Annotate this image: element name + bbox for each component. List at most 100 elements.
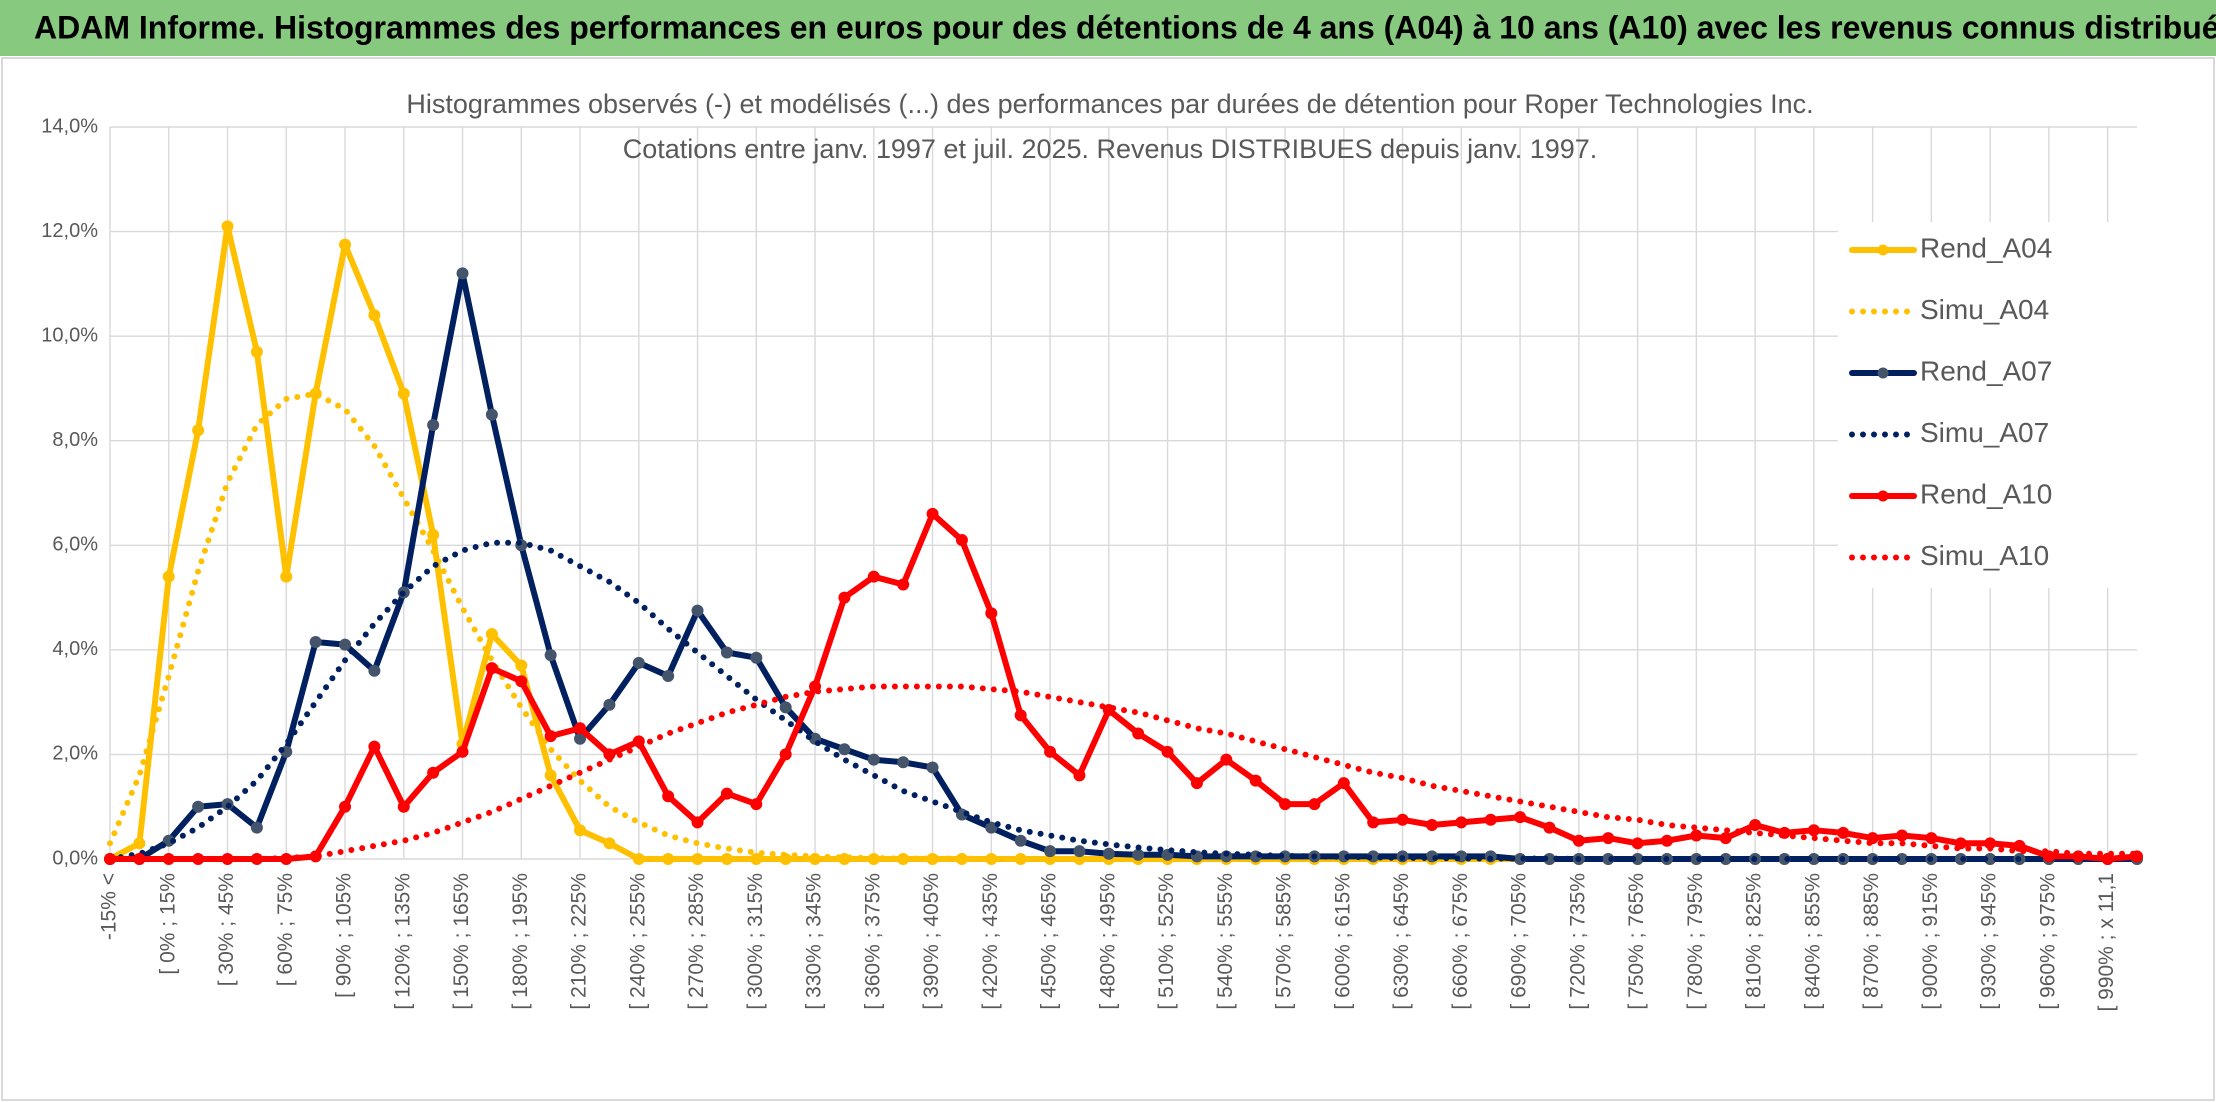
x-tick-label: [ 990% ; x 11,1	[2095, 873, 2118, 1012]
point-marker	[515, 675, 528, 688]
point-marker	[662, 853, 675, 865]
point-marker	[1220, 753, 1233, 766]
point-marker	[280, 570, 293, 583]
x-tick-label: [ 750% ; 765%	[1625, 873, 1648, 1010]
point-marker	[250, 345, 263, 358]
point-marker	[897, 578, 910, 591]
point-marker	[485, 408, 498, 421]
point-marker	[720, 646, 733, 659]
point-marker	[632, 853, 645, 865]
point-marker	[1014, 709, 1027, 722]
point-marker	[1690, 829, 1703, 842]
point-marker	[162, 570, 175, 583]
point-marker	[1044, 745, 1057, 758]
point-marker	[574, 722, 587, 735]
point-marker	[662, 670, 675, 682]
x-tick-label: [ 720% ; 735%	[1566, 873, 1589, 1010]
x-tick-label: [ 570% ; 585%	[1273, 873, 1296, 1010]
point-marker	[339, 800, 352, 813]
point-marker	[485, 662, 498, 675]
y-tick-label: 12,0%	[41, 220, 98, 242]
x-tick-label: [ 120% ; 135%	[391, 873, 414, 1010]
point-marker	[897, 756, 910, 769]
point-marker	[926, 761, 939, 774]
point-marker	[1014, 834, 1027, 847]
point-marker	[1514, 811, 1527, 824]
x-tick-label: [ 300% ; 315%	[744, 873, 767, 1010]
x-tick-label: [ 540% ; 555%	[1214, 873, 1237, 1010]
x-tick-label: [ 690% ; 705%	[1508, 873, 1531, 1010]
point-marker	[779, 701, 792, 714]
x-tick-label: [ 180% ; 195%	[509, 873, 532, 1010]
point-marker	[221, 220, 234, 233]
point-marker	[1602, 832, 1615, 845]
legend-marker	[1877, 367, 1889, 379]
y-tick-label: 4,0%	[52, 638, 98, 660]
point-marker	[1660, 834, 1673, 847]
x-tick-label: [ 630% ; 645%	[1390, 873, 1413, 1010]
x-tick-label: [ 270% ; 285%	[685, 873, 708, 1010]
point-marker	[720, 787, 733, 800]
point-marker	[1073, 769, 1086, 782]
x-tick-label: [ 600% ; 615%	[1331, 873, 1354, 1010]
legend-marker	[1877, 244, 1889, 256]
x-tick-label: [ 390% ; 405%	[920, 873, 943, 1010]
point-marker	[1425, 819, 1438, 832]
point-marker	[192, 424, 205, 437]
y-tick-label: 14,0%	[41, 115, 98, 137]
point-marker	[1807, 824, 1820, 837]
point-marker	[427, 419, 440, 432]
point-marker	[133, 837, 146, 850]
point-marker	[515, 659, 528, 672]
y-tick-label: 8,0%	[52, 429, 98, 451]
point-marker	[1044, 845, 1057, 858]
point-marker	[750, 651, 763, 664]
point-marker	[985, 607, 998, 620]
point-marker	[339, 238, 352, 251]
point-marker	[838, 743, 851, 756]
series-line	[107, 510, 2140, 862]
point-marker	[427, 528, 440, 541]
legend-marker	[1877, 490, 1889, 502]
point-marker	[1132, 727, 1145, 740]
point-marker	[603, 698, 616, 711]
point-marker	[397, 387, 410, 400]
point-marker	[544, 649, 557, 662]
x-tick-label: [ 420% ; 435%	[979, 873, 1002, 1010]
point-marker	[544, 730, 557, 743]
point-marker	[1132, 848, 1145, 861]
point-marker	[1925, 832, 1938, 845]
x-tick-label: [ 780% ; 795%	[1684, 873, 1707, 1010]
point-marker	[1895, 829, 1908, 842]
point-marker	[632, 656, 645, 669]
point-marker	[985, 821, 998, 834]
point-marker	[838, 591, 851, 604]
point-marker	[603, 837, 616, 850]
point-marker	[1102, 847, 1115, 860]
point-marker	[926, 507, 939, 520]
point-marker	[192, 800, 205, 813]
x-tick-label: [ 900% ; 915%	[1919, 873, 1942, 1010]
x-tick-label: [ 60% ; 75%	[274, 873, 297, 986]
point-marker	[456, 745, 469, 758]
point-marker	[427, 766, 440, 779]
point-marker	[691, 816, 704, 829]
legend-label: Simu_A04	[1920, 294, 2049, 325]
chart-border	[1, 57, 2215, 1101]
point-marker	[1455, 816, 1468, 829]
grid	[109, 126, 2137, 860]
point-marker	[720, 853, 733, 865]
x-tick-label: [ 480% ; 495%	[1096, 873, 1119, 1010]
legend-label: Simu_A07	[1920, 417, 2049, 448]
point-marker	[1308, 798, 1321, 811]
legend-label: Simu_A10	[1920, 540, 2049, 571]
series-line	[107, 270, 2140, 862]
point-marker	[867, 570, 880, 583]
y-tick-label: 0,0%	[52, 847, 98, 869]
x-tick-label: [ 510% ; 525%	[1155, 873, 1178, 1010]
point-marker	[1367, 816, 1380, 829]
x-tick-label: -15% <	[98, 873, 121, 940]
point-marker	[1749, 819, 1762, 832]
